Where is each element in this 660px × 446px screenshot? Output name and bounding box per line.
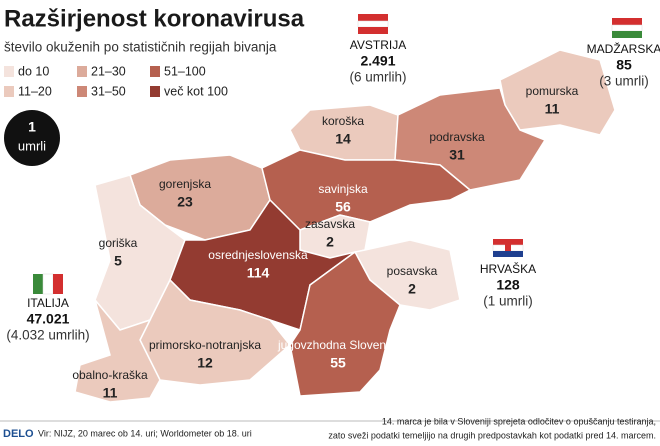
flag-hungary — [611, 18, 643, 38]
legend-label: 11–20 — [18, 84, 52, 98]
country-cases: 2.491 — [360, 53, 395, 69]
region-name: pomurska — [526, 84, 579, 98]
country-deaths: (3 umrli) — [599, 74, 649, 89]
map: pomurska 11 koroška 14 podravska 31 gorenjska 2… — [72, 49, 616, 403]
country-deaths: (1 umrli) — [483, 294, 533, 309]
country-deaths: (6 umrlih) — [349, 70, 406, 85]
region-name: posavska — [387, 264, 438, 278]
brand: DELO — [3, 428, 34, 440]
region-value: 11 — [545, 101, 560, 117]
country-name: MADŽARSKA — [587, 41, 660, 56]
note-line: 14. marca je bila v Sloveniji sprejeta o… — [382, 416, 656, 426]
note-line: zato sveži podatki temeljijo na drugih p… — [328, 430, 656, 440]
region-value: 5 — [114, 253, 122, 269]
region-value: 14 — [335, 131, 351, 147]
legend-swatch — [77, 66, 87, 77]
deaths-label: umrli — [18, 138, 46, 153]
deaths-badge — [4, 110, 60, 166]
subtitle: število okuženih po statističnih regijah… — [4, 40, 277, 55]
country-cases: 47.021 — [27, 311, 70, 327]
region-value: 56 — [335, 199, 351, 215]
country-name: AVSTRIJA — [350, 38, 406, 52]
region-value: 12 — [197, 355, 213, 371]
deaths-value: 1 — [28, 119, 36, 135]
region-name: gorenjska — [159, 177, 211, 191]
country-cases: 128 — [496, 277, 520, 293]
region-value: 2 — [326, 234, 334, 250]
region-value: 11 — [103, 385, 118, 401]
region-value: 23 — [177, 194, 193, 210]
legend-label: do 10 — [18, 64, 49, 78]
legend-swatch — [77, 86, 87, 97]
legend-label: 31–50 — [91, 84, 126, 98]
region — [74, 299, 161, 403]
region-name: primorsko-notranjska — [149, 338, 261, 352]
country-name: HRVAŠKA — [480, 261, 536, 276]
region-name: zasavska — [305, 217, 355, 231]
title: Razširjenost koronavirusa — [4, 5, 305, 32]
legend-swatch — [150, 86, 160, 97]
region-name: jugovzhodna Slovenija — [277, 338, 398, 352]
region-value: 2 — [408, 281, 416, 297]
source: Vir: NIJZ, 20 marec ob 14. uri; Worldome… — [38, 428, 252, 438]
region-value: 31 — [449, 147, 465, 163]
flag-italy — [33, 273, 63, 295]
country-deaths: (4.032 umrlih) — [6, 328, 89, 343]
region-name: obalno-kraška — [72, 368, 148, 382]
legend-swatch — [4, 66, 14, 77]
legend-swatch — [150, 66, 160, 77]
flag-austria — [357, 14, 389, 34]
region-name: koroška — [322, 114, 364, 128]
legend-label: več kot 100 — [164, 84, 228, 98]
region-value: 114 — [247, 265, 270, 281]
legend-swatch — [4, 86, 14, 97]
region-name: podravska — [429, 130, 485, 144]
country-cases: 85 — [616, 57, 632, 73]
legend-label: 21–30 — [91, 64, 126, 78]
region-name: osrednjeslovenska — [208, 248, 308, 262]
region-name: savinjska — [318, 182, 368, 196]
flag-croatia — [492, 239, 524, 257]
region-value: 55 — [330, 355, 346, 371]
region-name: goriška — [99, 236, 138, 250]
region — [289, 250, 401, 397]
country-name: ITALIJA — [27, 296, 69, 310]
legend-label: 51–100 — [164, 64, 206, 78]
legend: do 10 11–20 21–30 31–50 51–100 več kot 100 — [4, 64, 228, 98]
